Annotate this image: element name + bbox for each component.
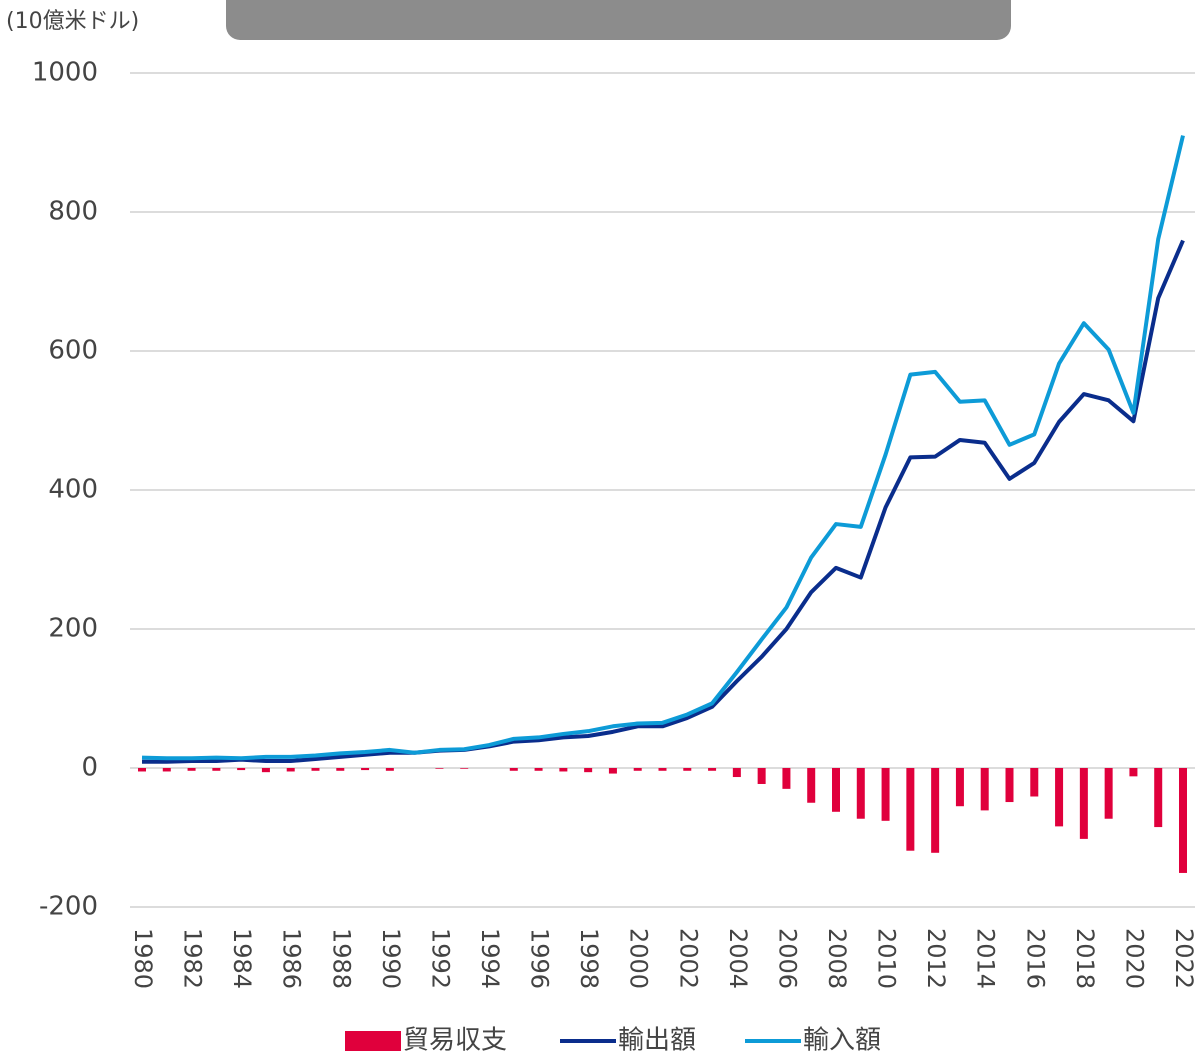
bar: [162, 768, 171, 772]
bar: [138, 768, 146, 772]
bar: [311, 768, 320, 771]
bar: [881, 768, 890, 821]
x-tick-label: 1992: [426, 928, 454, 989]
bar: [1104, 768, 1113, 819]
x-tick-label: 1984: [228, 928, 256, 989]
x-tick-label: 2008: [823, 928, 851, 989]
bar: [212, 768, 221, 771]
bar: [1055, 768, 1064, 827]
bar: [708, 768, 717, 771]
legend-label: 輸出額: [618, 1026, 696, 1056]
x-tick-label: 1982: [179, 928, 207, 989]
y-tick-label: 800: [48, 197, 98, 227]
y-tick-label: 1000: [32, 58, 98, 88]
bar: [782, 768, 791, 789]
bar: [187, 768, 196, 771]
x-tick-label: 1998: [575, 928, 603, 989]
bar: [509, 768, 518, 771]
bar: [955, 768, 964, 807]
bar: [261, 768, 270, 773]
bar: [336, 768, 345, 771]
bar: [1030, 768, 1039, 797]
bar: [931, 768, 940, 853]
bar: [385, 768, 394, 771]
bar: [1154, 768, 1163, 828]
line: [141, 135, 1185, 761]
bar: [807, 768, 816, 803]
bar: [683, 768, 692, 771]
bar: [906, 768, 915, 851]
bar: [460, 768, 469, 769]
y-tick-label: 400: [48, 475, 98, 505]
bar: [584, 768, 593, 773]
bar: [980, 768, 989, 811]
bar: [856, 768, 865, 819]
y-tick-label: 200: [48, 614, 98, 644]
x-tick-label: 1980: [129, 928, 157, 989]
x-tick-label: 2018: [1071, 928, 1099, 989]
legend-swatch: [345, 1031, 401, 1051]
legend-label: 貿易収支: [403, 1026, 507, 1056]
x-tick-label: 1996: [526, 928, 554, 989]
x-tick-label: 2010: [873, 928, 901, 989]
bar: [608, 768, 617, 774]
x-tick-label: 1986: [278, 928, 306, 989]
x-tick-label: 1994: [476, 928, 504, 989]
x-tick-label: 1990: [377, 928, 405, 989]
bar: [757, 768, 766, 784]
line: [142, 239, 1185, 764]
bar: [435, 768, 444, 769]
bar: [832, 768, 840, 812]
y-tick-label: 600: [48, 336, 98, 366]
bar: [534, 768, 543, 771]
bar: [286, 768, 295, 772]
bar: [658, 768, 667, 771]
bar: [1129, 768, 1138, 777]
bar: [633, 768, 642, 771]
x-tick-label: 2006: [773, 928, 801, 989]
x-tick-label: 2002: [674, 928, 702, 989]
x-tick-label: 2016: [1021, 928, 1049, 989]
bar: [237, 768, 246, 771]
header-box: [226, 0, 1011, 40]
legend-label: 輸入額: [803, 1026, 881, 1056]
y-tick-label: -200: [39, 892, 98, 922]
x-tick-label: 2020: [1120, 928, 1148, 989]
bar: [361, 768, 370, 771]
bar: [1005, 768, 1014, 803]
bar: [559, 768, 568, 772]
bar: [732, 768, 741, 778]
y-axis-label: (10億米ドル): [6, 9, 139, 34]
x-tick-label: 2012: [922, 928, 950, 989]
x-tick-label: 2004: [724, 928, 752, 989]
x-tick-label: 2014: [972, 928, 1000, 989]
x-tick-label: 2000: [625, 928, 653, 989]
y-tick-label: 0: [81, 753, 98, 783]
bar: [1079, 768, 1088, 839]
x-tick-label: 2022: [1170, 928, 1198, 989]
bar: [1179, 768, 1187, 873]
x-tick-label: 1988: [327, 928, 355, 989]
